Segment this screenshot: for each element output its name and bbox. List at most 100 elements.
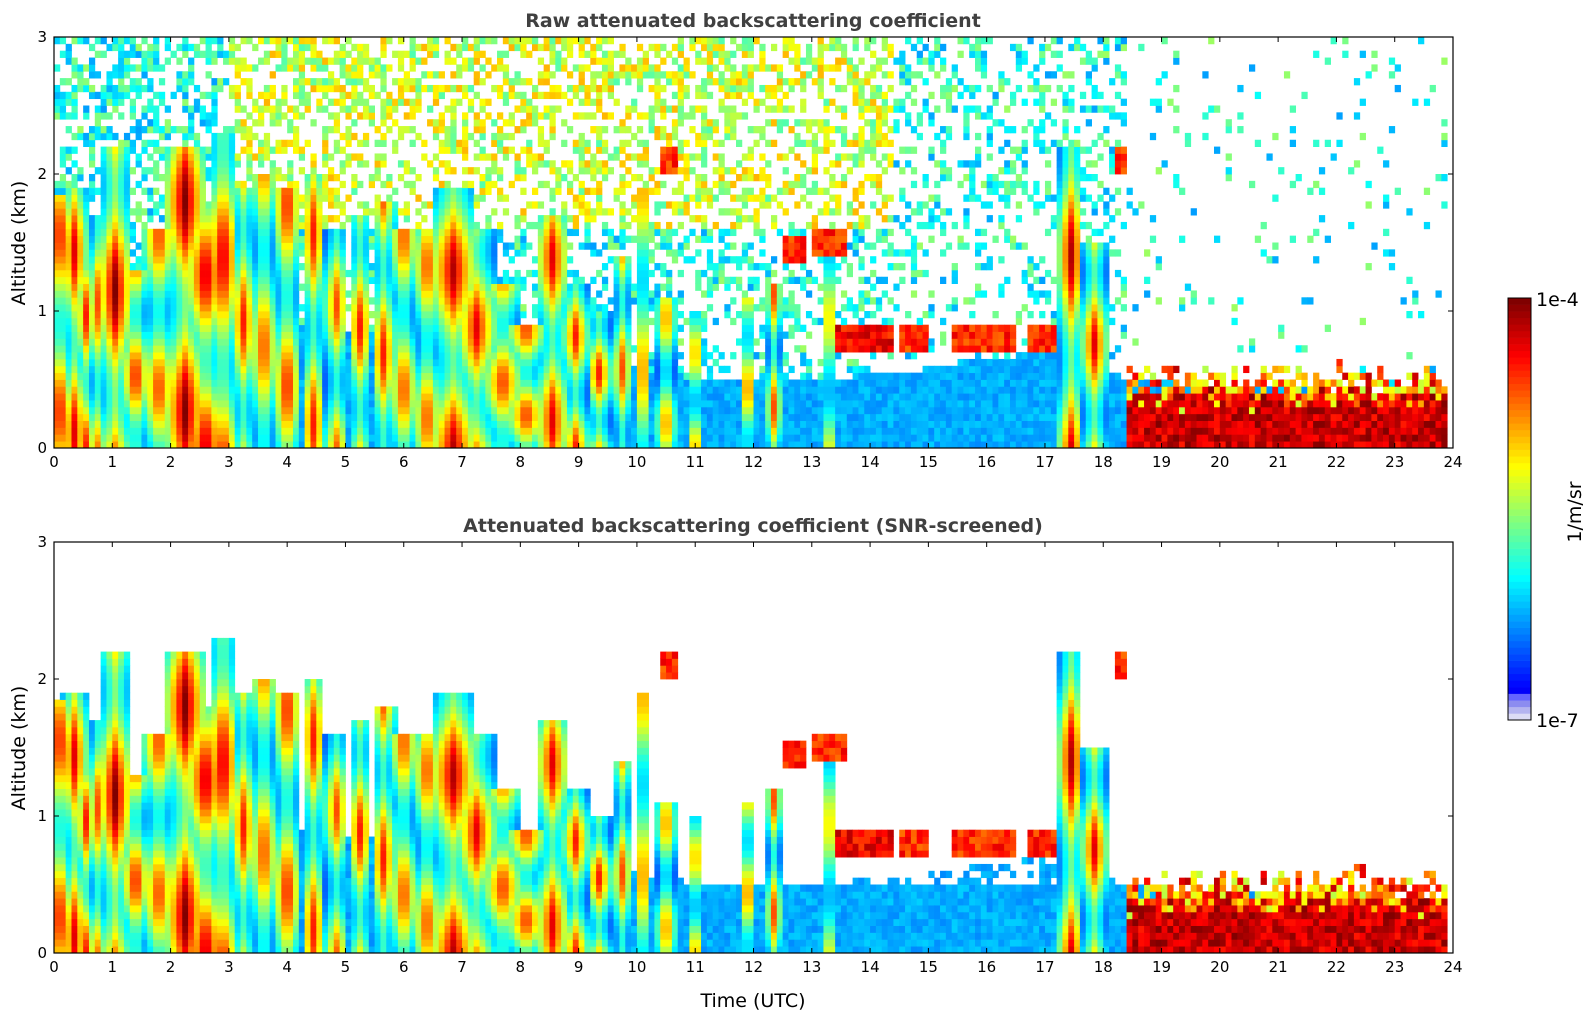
panel-raw-cell: [217, 228, 224, 237]
panel-raw-cell: [193, 372, 201, 380]
panel-raw-cell: [170, 91, 177, 100]
panel-raw-cell: [217, 331, 224, 339]
panel-raw-cell: [59, 78, 67, 86]
panel-raw-cell: [491, 283, 498, 291]
panel-raw-cell: [578, 379, 585, 387]
panel-raw-cell: [263, 434, 271, 442]
panel-raw-cell: [485, 221, 492, 230]
panel-raw-cell: [310, 393, 317, 401]
panel-raw-cell: [473, 406, 480, 415]
panel-raw-cell: [77, 434, 84, 442]
panel-raw-cell: [671, 317, 679, 326]
panel-raw-cell: [298, 98, 306, 106]
panel-raw-cell: [240, 393, 247, 401]
panel-raw-cell: [648, 393, 655, 401]
panel-raw-cell: [502, 119, 510, 127]
panel-raw-cell: [450, 242, 457, 250]
panel-raw-cell: [555, 393, 562, 401]
panel-raw-cell: [182, 379, 189, 387]
panel-raw-cell: [333, 311, 341, 319]
panel-raw-cell: [362, 160, 370, 168]
panel-raw-cell: [566, 71, 574, 79]
panel-raw-cell: [502, 194, 510, 202]
panel-raw-cell: [59, 263, 67, 271]
panel-raw-cell: [228, 43, 236, 52]
panel-raw-cell: [386, 228, 393, 237]
panel-raw-cell: [607, 345, 614, 353]
panel-raw-cell: [176, 208, 183, 216]
panel-raw-cell: [409, 427, 416, 435]
panel-raw-cell: [217, 221, 224, 230]
panel-raw-cell: [380, 304, 387, 312]
panel-raw-cell: [671, 132, 679, 141]
panel-raw-cell: [537, 201, 545, 209]
panel-raw-cell: [118, 317, 125, 326]
panel-raw-cell: [654, 311, 661, 319]
panel-raw-cell: [526, 427, 533, 435]
panel-raw-cell: [123, 290, 131, 298]
panel-raw-cell: [601, 64, 609, 72]
panel-raw-cell: [322, 276, 329, 284]
panel-raw-cell: [497, 386, 504, 394]
panel-raw-cell: [590, 57, 597, 65]
panel-raw-cell: [123, 393, 131, 401]
panel-raw-cell: [182, 174, 189, 182]
panel-raw-cell: [462, 331, 469, 339]
panel-raw-cell: [333, 304, 341, 312]
panel-raw-cell: [531, 324, 539, 332]
panel-raw-cell: [671, 413, 679, 421]
panel-raw-cell: [392, 434, 399, 442]
panel-raw-cell: [293, 290, 300, 298]
panel-raw-cell: [106, 242, 113, 250]
panel-raw-cell: [339, 311, 346, 319]
panel-raw-cell: [59, 420, 67, 428]
panel-raw-cell: [415, 358, 422, 367]
panel-raw-cell: [293, 365, 300, 374]
panel-raw-cell: [118, 269, 125, 278]
panel-raw-cell: [421, 139, 428, 147]
panel-raw-cell: [671, 119, 679, 127]
panel-raw-cell: [77, 201, 84, 209]
panel-raw-cell: [677, 427, 684, 435]
panel-raw-cell: [491, 304, 498, 312]
panel-raw-cell: [141, 146, 148, 154]
panel-raw-cell: [409, 365, 416, 374]
panel-raw-cell: [228, 358, 236, 367]
panel-raw-cell: [549, 187, 556, 195]
panel-raw-cell: [590, 208, 597, 216]
panel-raw-cell: [403, 338, 410, 346]
panel-raw-cell: [333, 352, 341, 360]
panel-raw-cell: [607, 400, 614, 408]
panel-raw-cell: [263, 365, 271, 374]
panel-raw-cell: [333, 420, 341, 428]
panel-raw-cell: [397, 208, 405, 216]
panel-raw-cell: [71, 365, 78, 374]
panel-raw-cell: [100, 283, 107, 291]
panel-raw-cell: [520, 215, 527, 223]
panel-raw-cell: [217, 139, 224, 147]
panel-raw-cell: [316, 393, 323, 401]
panel-raw-cell: [71, 228, 78, 237]
panel-raw-cell: [537, 215, 545, 223]
panel-raw-cell: [94, 393, 102, 401]
panel-raw-cell: [88, 256, 96, 264]
panel-raw-cell: [397, 420, 405, 428]
panel-raw-cell: [275, 413, 282, 421]
panel-raw-cell: [520, 386, 527, 394]
panel-raw-cell: [83, 317, 90, 326]
panel-raw-cell: [223, 249, 230, 257]
panel-raw-cell: [549, 331, 556, 339]
panel-raw-cell: [88, 126, 96, 134]
panel-raw-cell: [293, 400, 300, 408]
panel-raw-cell: [234, 379, 241, 387]
panel-raw-cell: [83, 441, 90, 449]
panel-raw-cell: [228, 297, 236, 305]
panel-raw-cell: [409, 311, 416, 319]
panel-raw-cell: [444, 406, 451, 415]
panel-raw-cell: [228, 434, 236, 442]
panel-raw-cell: [141, 71, 148, 79]
panel-raw-cell: [147, 167, 154, 175]
panel-raw-cell: [170, 386, 177, 394]
panel-raw-cell: [182, 167, 189, 175]
panel-raw-cell: [596, 413, 603, 421]
